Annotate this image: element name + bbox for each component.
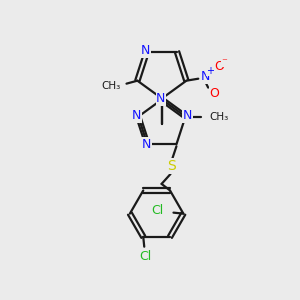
- Text: ⁻: ⁻: [221, 57, 227, 67]
- Text: CH₃: CH₃: [101, 81, 121, 91]
- Text: N: N: [141, 44, 150, 57]
- Text: N: N: [132, 109, 141, 122]
- Text: +: +: [206, 66, 214, 76]
- Text: O: O: [214, 60, 224, 73]
- Text: S: S: [167, 159, 176, 173]
- Text: N: N: [156, 92, 166, 105]
- Text: O: O: [209, 87, 219, 100]
- Text: N: N: [201, 70, 211, 83]
- Text: Cl: Cl: [139, 250, 152, 263]
- Text: N: N: [183, 109, 192, 122]
- Text: CH₃: CH₃: [209, 112, 229, 122]
- Text: N: N: [142, 138, 151, 151]
- Text: Cl: Cl: [151, 204, 164, 217]
